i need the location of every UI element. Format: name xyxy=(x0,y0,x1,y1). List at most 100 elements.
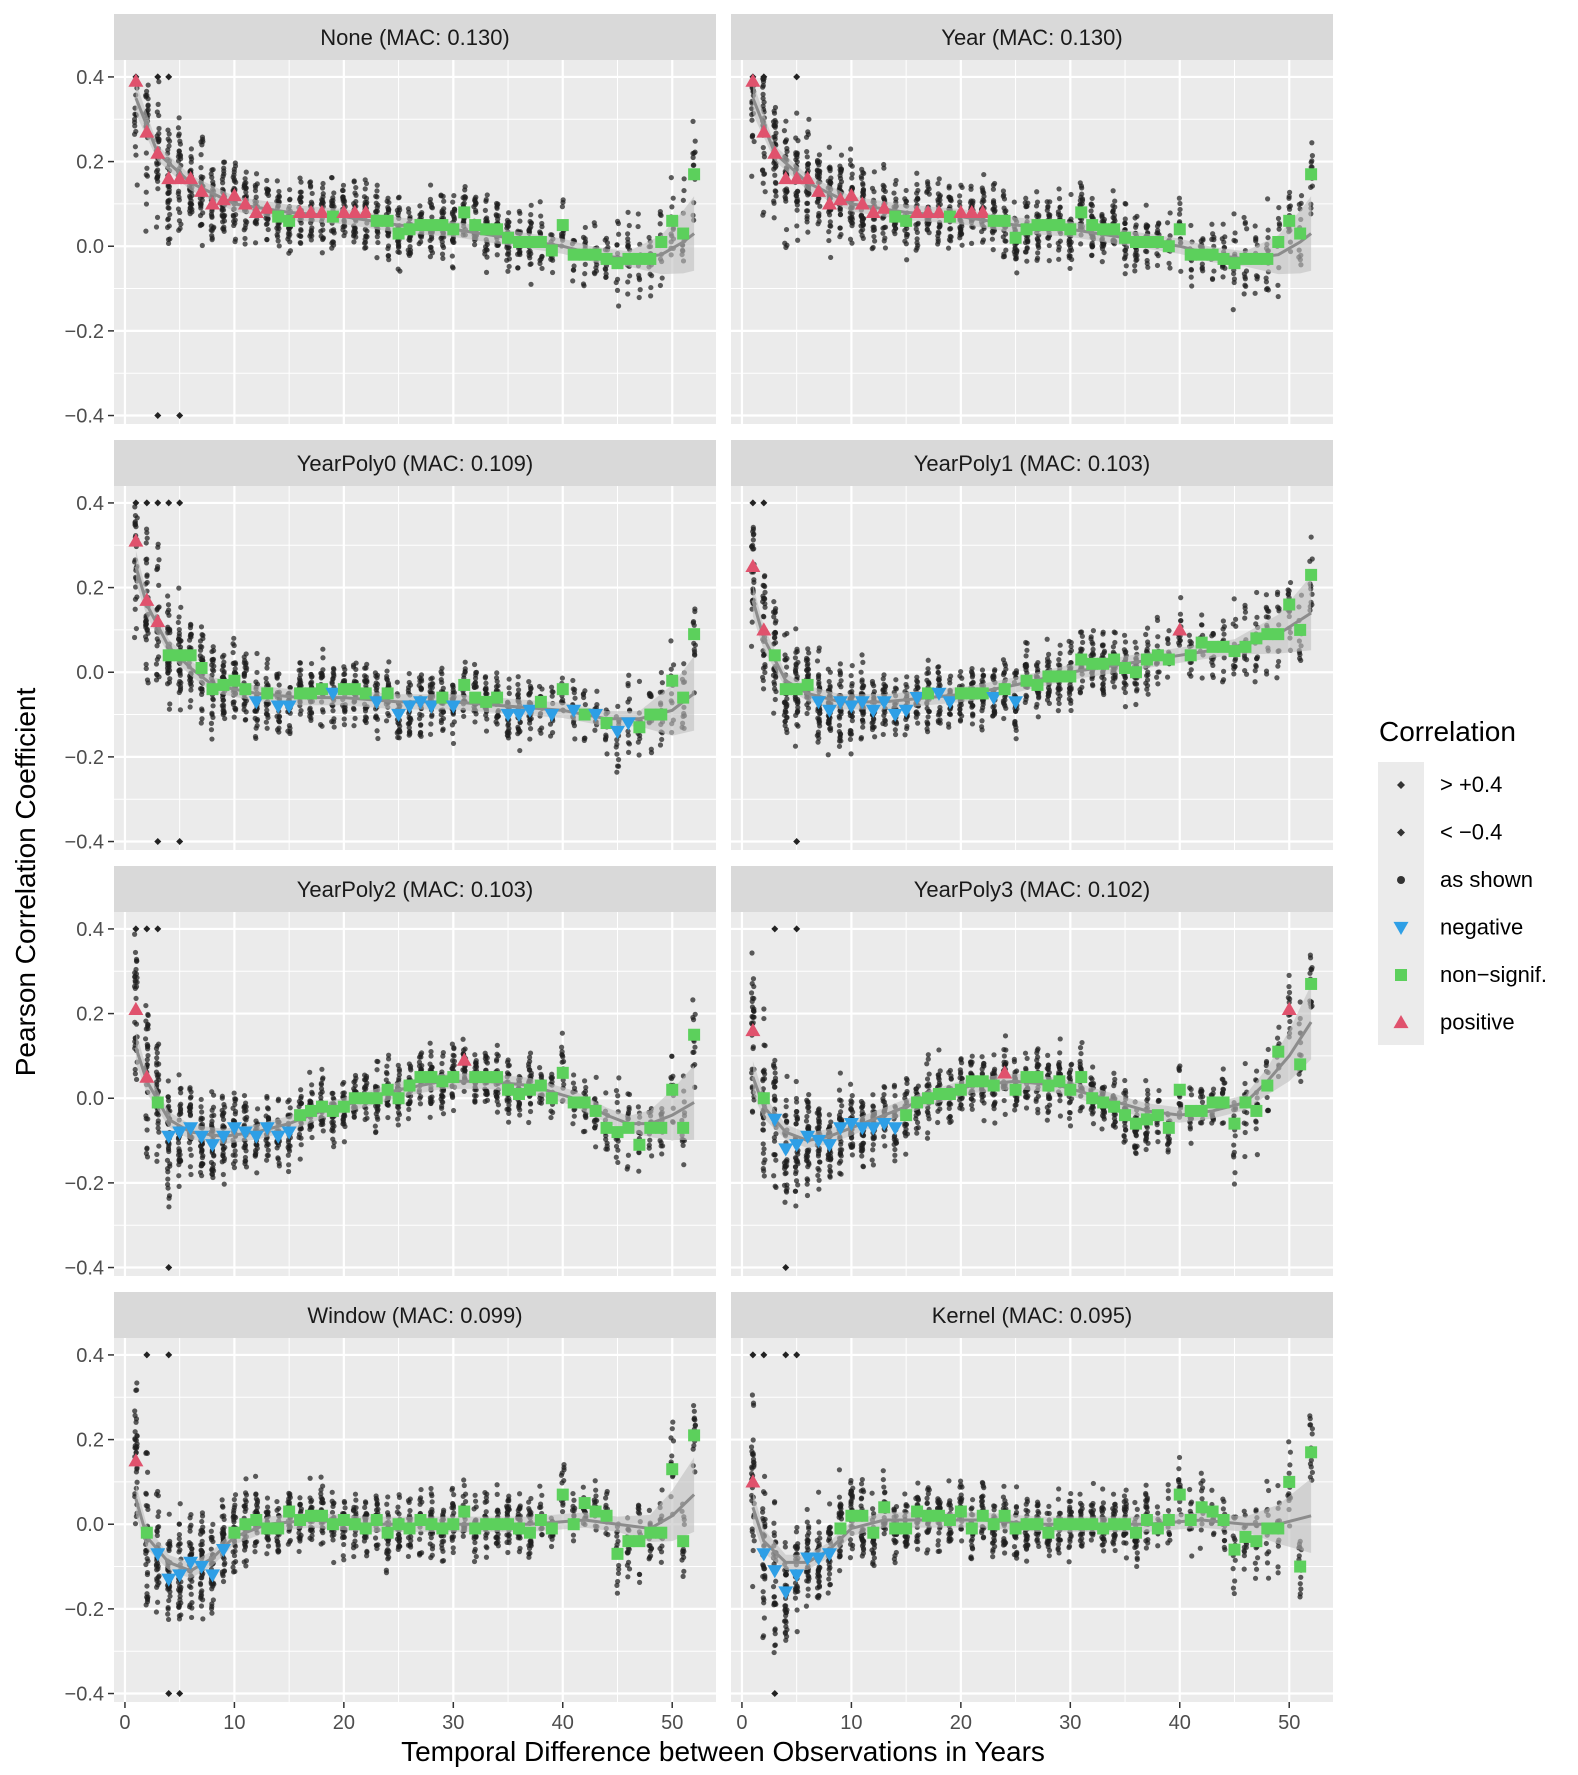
correlation-point xyxy=(132,520,138,526)
correlation-point xyxy=(761,614,767,620)
correlation-point xyxy=(1231,276,1238,282)
correlation-point xyxy=(1003,208,1009,214)
correlation-point xyxy=(198,152,204,158)
correlation-point xyxy=(429,250,436,256)
correlation-point xyxy=(903,231,910,237)
correlation-point xyxy=(340,224,346,230)
correlation-point xyxy=(893,177,899,184)
correlation-point xyxy=(374,228,381,235)
correlation-point xyxy=(429,214,435,220)
correlation-point xyxy=(155,101,161,107)
correlation-point xyxy=(374,208,380,214)
correlation-point xyxy=(472,242,478,248)
correlation-point xyxy=(979,708,985,714)
correlation-point xyxy=(749,619,755,625)
correlation-point xyxy=(1134,213,1140,219)
correlation-point xyxy=(1079,191,1085,197)
correlation-point xyxy=(374,188,380,194)
correlation-point xyxy=(762,601,768,607)
correlation-point xyxy=(373,713,379,719)
correlation-point xyxy=(871,169,877,175)
correlation-point xyxy=(881,238,887,244)
correlation-point xyxy=(783,664,790,670)
correlation-point xyxy=(1014,248,1020,254)
correlation-point xyxy=(750,537,756,543)
correlation-point xyxy=(804,154,810,160)
correlation-point xyxy=(197,195,203,201)
correlation-point xyxy=(154,672,160,678)
nonsignif-mean-marker xyxy=(1042,219,1055,232)
correlation-point xyxy=(165,136,171,142)
correlation-point xyxy=(418,685,425,692)
correlation-point xyxy=(418,676,424,682)
correlation-point xyxy=(275,194,281,201)
nonsignif-mean-marker xyxy=(217,678,230,691)
correlation-point xyxy=(528,686,534,692)
correlation-point xyxy=(438,192,444,198)
correlation-point xyxy=(253,171,260,177)
correlation-point xyxy=(1079,678,1086,684)
nonsignif-mean-marker xyxy=(1108,223,1121,236)
correlation-point xyxy=(276,188,282,195)
correlation-point xyxy=(309,190,315,197)
correlation-point xyxy=(1198,238,1204,244)
correlation-point xyxy=(783,118,789,124)
correlation-point xyxy=(817,203,823,209)
correlation-point xyxy=(209,667,216,673)
correlation-point xyxy=(1265,227,1271,233)
correlation-point xyxy=(1056,700,1062,707)
correlation-point xyxy=(602,237,608,243)
correlation-point xyxy=(177,138,183,144)
correlation-point xyxy=(242,235,248,242)
correlation-point xyxy=(1056,657,1062,663)
correlation-point xyxy=(188,198,194,204)
correlation-point xyxy=(615,703,621,709)
correlation-point xyxy=(504,257,510,263)
correlation-point xyxy=(762,662,768,668)
correlation-point xyxy=(153,169,160,175)
correlation-point xyxy=(751,579,757,585)
correlation-point xyxy=(166,131,172,137)
nonsignif-mean-marker xyxy=(666,674,679,687)
correlation-point xyxy=(363,180,370,187)
correlation-point xyxy=(263,719,269,725)
correlation-point xyxy=(407,719,413,726)
correlation-point xyxy=(220,712,226,718)
correlation-point xyxy=(440,244,447,251)
correlation-point xyxy=(760,212,766,218)
correlation-point xyxy=(177,707,184,713)
correlation-point xyxy=(253,219,259,225)
correlation-point xyxy=(659,736,665,743)
correlation-point xyxy=(439,239,445,245)
correlation-point xyxy=(450,199,456,205)
correlation-point xyxy=(200,138,206,145)
correlation-point xyxy=(615,757,622,763)
correlation-point xyxy=(221,165,227,171)
correlation-point xyxy=(636,678,643,684)
correlation-point xyxy=(527,726,534,732)
correlation-point xyxy=(882,245,889,251)
correlation-point xyxy=(935,197,941,203)
correlation-point xyxy=(990,199,997,205)
correlation-point xyxy=(198,624,205,630)
correlation-point xyxy=(849,220,856,226)
correlation-point xyxy=(220,674,226,680)
correlation-point xyxy=(263,186,270,192)
correlation-point xyxy=(659,275,665,281)
correlation-point xyxy=(680,197,686,203)
correlation-point xyxy=(1001,251,1007,257)
correlation-point xyxy=(761,99,767,105)
correlation-point xyxy=(771,681,778,687)
correlation-point xyxy=(772,639,779,646)
correlation-point xyxy=(792,743,799,749)
nonsignif-mean-marker xyxy=(1217,252,1230,265)
correlation-point xyxy=(860,712,866,718)
correlation-point xyxy=(647,271,653,277)
correlation-point xyxy=(1014,270,1020,276)
correlation-point xyxy=(373,193,379,199)
nonsignif-mean-marker xyxy=(655,236,668,248)
correlation-point xyxy=(353,234,359,240)
facet-title: YearPoly1 (MAC: 0.103) xyxy=(914,451,1150,476)
correlation-point xyxy=(924,729,931,735)
correlation-point xyxy=(806,650,812,656)
